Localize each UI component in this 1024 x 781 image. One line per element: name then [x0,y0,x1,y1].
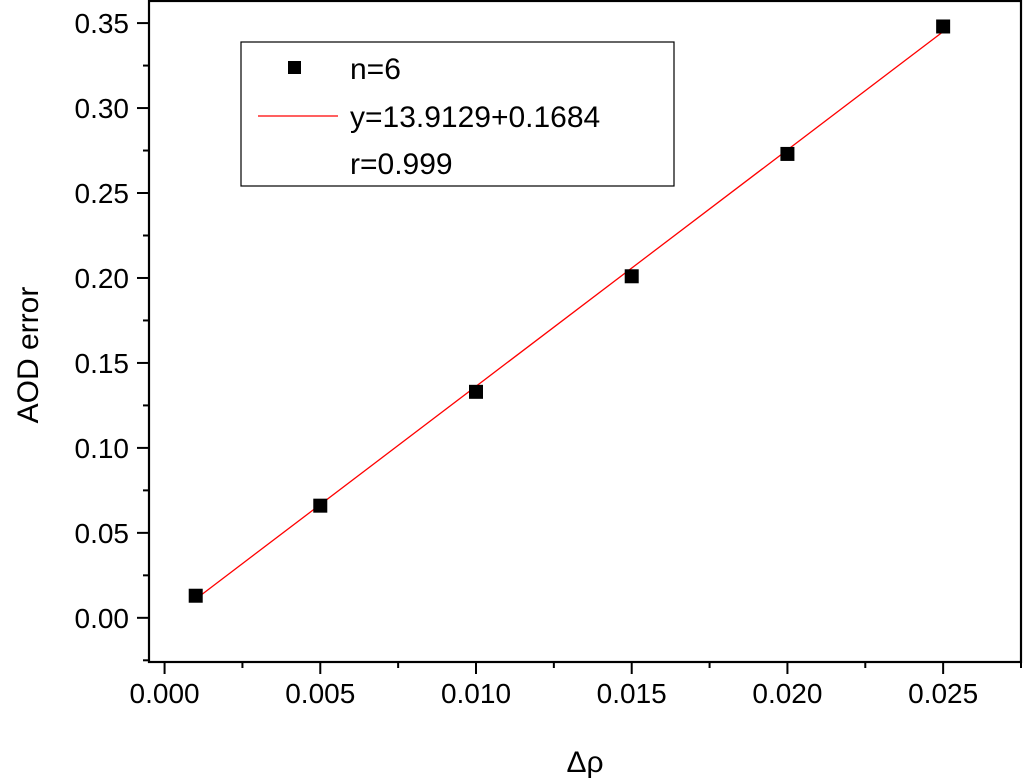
y-axis-tick-labels: 0.00 0.05 0.10 0.15 0.20 0.25 0.30 0.35 [75,8,130,634]
y-tick-label: 0.15 [75,348,130,379]
x-axis-label: Δρ [566,746,603,779]
data-point [188,588,203,603]
y-tick-label: 0.05 [75,518,130,549]
legend-label-correlation: r=0.999 [350,148,453,181]
data-point [936,19,951,34]
x-axis-tick-labels: 0.000 0.005 0.010 0.015 0.020 0.025 [130,678,979,709]
x-tick-label: 0.000 [130,678,200,709]
data-point [624,269,639,284]
y-axis-label: AOD error [12,287,45,424]
y-tick-label: 0.10 [75,433,130,464]
data-point [469,384,483,399]
y-tick-label: 0.20 [75,263,130,294]
legend-marker-square [288,61,301,74]
data-point [780,146,795,161]
x-tick-label: 0.020 [752,678,822,709]
y-tick-label: 0.00 [75,603,130,634]
x-tick-label: 0.025 [908,678,978,709]
x-tick-label: 0.005 [285,678,355,709]
legend: n=6 y=13.9129+0.1684 r=0.999 [240,41,675,187]
data-points-layer [188,19,951,603]
x-tick-label: 0.010 [441,678,511,709]
legend-label-series-1: n=6 [350,53,401,86]
y-tick-label: 0.25 [75,178,130,209]
data-point [313,498,328,513]
x-tick-label: 0.015 [597,678,667,709]
y-axis-ticks [137,22,149,662]
y-tick-label: 0.30 [75,93,130,124]
legend-box [240,41,675,187]
legend-label-series-2: y=13.9129+0.1684 [350,101,600,134]
y-tick-label: 0.35 [75,8,130,39]
x-axis-ticks [163,662,1022,674]
